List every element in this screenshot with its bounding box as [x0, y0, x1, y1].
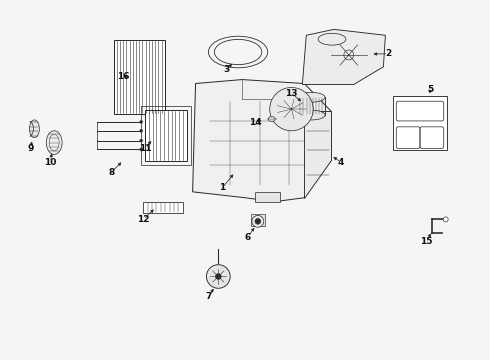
Polygon shape: [255, 192, 280, 202]
Bar: [294, 115, 329, 125]
Circle shape: [443, 217, 448, 222]
Circle shape: [215, 274, 221, 279]
Bar: [393, 96, 447, 150]
Text: 3: 3: [223, 65, 229, 74]
Bar: [143, 202, 183, 213]
Text: 13: 13: [285, 89, 298, 98]
Circle shape: [255, 219, 261, 224]
Text: 11: 11: [139, 144, 151, 153]
Bar: [251, 215, 265, 226]
Text: 8: 8: [108, 168, 115, 177]
Ellipse shape: [268, 117, 275, 121]
Polygon shape: [302, 30, 386, 85]
Circle shape: [140, 121, 143, 123]
Circle shape: [252, 215, 264, 227]
Circle shape: [140, 129, 143, 132]
Text: 15: 15: [419, 237, 432, 246]
Text: 1: 1: [219, 183, 225, 192]
Bar: [141, 106, 191, 165]
Ellipse shape: [29, 120, 39, 138]
Polygon shape: [193, 80, 331, 202]
Bar: [114, 40, 165, 113]
Circle shape: [140, 139, 143, 142]
Ellipse shape: [46, 131, 62, 154]
Text: 4: 4: [338, 158, 344, 167]
Circle shape: [140, 148, 143, 151]
Text: 7: 7: [205, 292, 212, 301]
Ellipse shape: [297, 110, 325, 120]
Circle shape: [206, 265, 230, 288]
Circle shape: [270, 87, 313, 131]
Text: 5: 5: [427, 85, 433, 94]
Text: 12: 12: [137, 215, 149, 224]
Text: 9: 9: [27, 144, 34, 153]
Text: 2: 2: [385, 49, 392, 58]
Text: 10: 10: [44, 158, 56, 167]
Text: 14: 14: [248, 118, 261, 127]
Ellipse shape: [297, 93, 325, 102]
Polygon shape: [304, 111, 331, 198]
Text: 6: 6: [245, 233, 251, 242]
Text: 16: 16: [117, 72, 130, 81]
Bar: [145, 110, 187, 161]
